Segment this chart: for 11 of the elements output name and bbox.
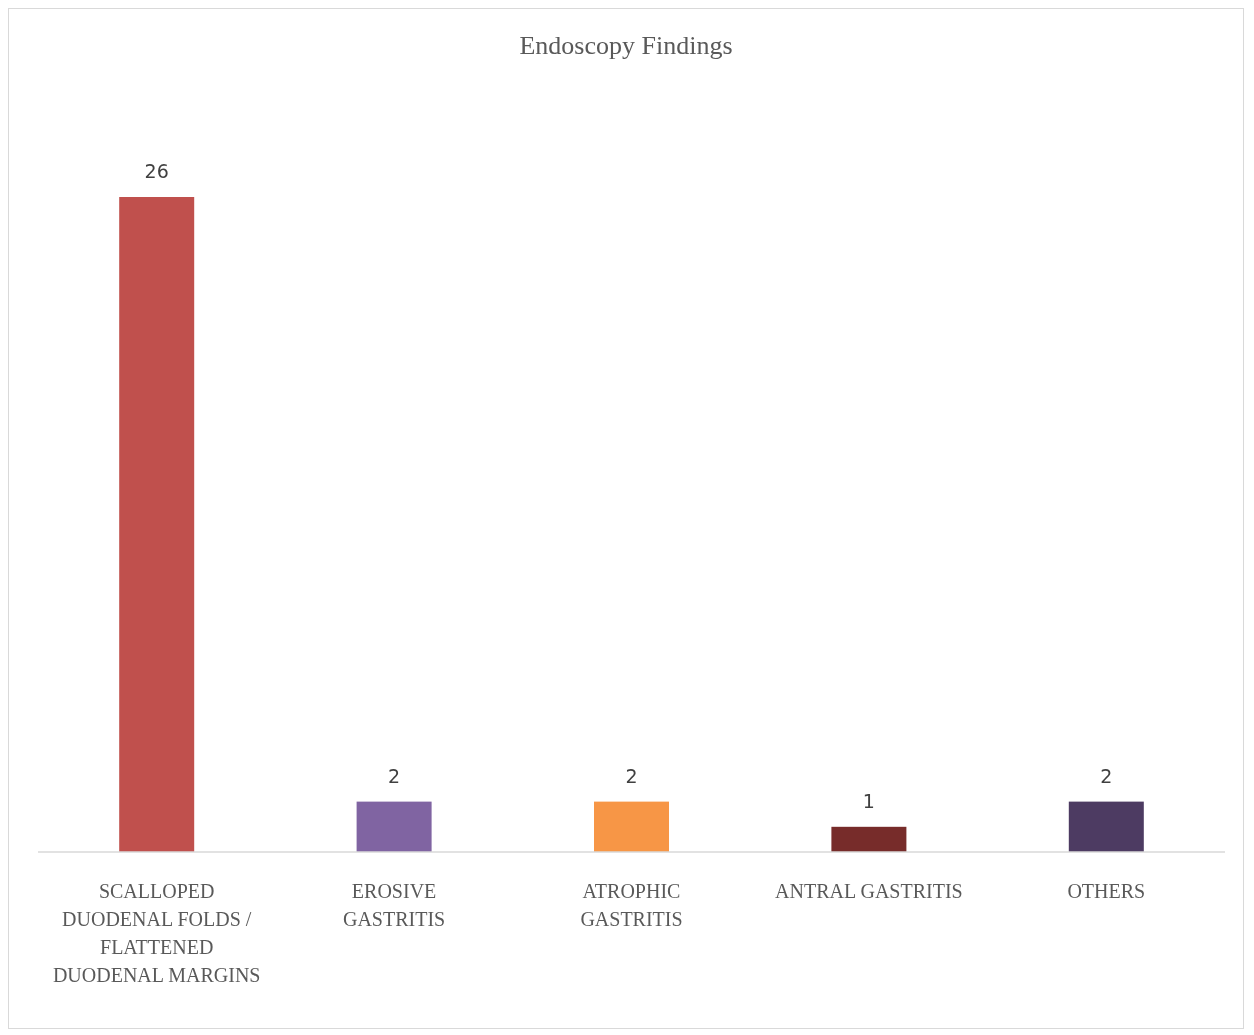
data-label: 2 (388, 764, 401, 787)
data-label: 26 (144, 160, 169, 182)
data-label: 1 (862, 789, 875, 812)
x-tick-label: ATROPHIC GASTRITIS (580, 880, 683, 930)
x-tick-label: SCALLOPED DUODENAL FOLDS / FLATTENED DUODENAL MARGINS (52, 880, 261, 986)
data-label: 2 (1100, 764, 1113, 787)
x-tick-label: ANTRAL GASTRITIS (775, 880, 963, 902)
data-label: 2 (625, 764, 638, 787)
x-tick-label: OTHERS (1067, 880, 1146, 902)
x-tick-label: EROSIVE GASTRITIS (342, 880, 446, 930)
chart-title: Endoscopy Findings (519, 31, 733, 60)
